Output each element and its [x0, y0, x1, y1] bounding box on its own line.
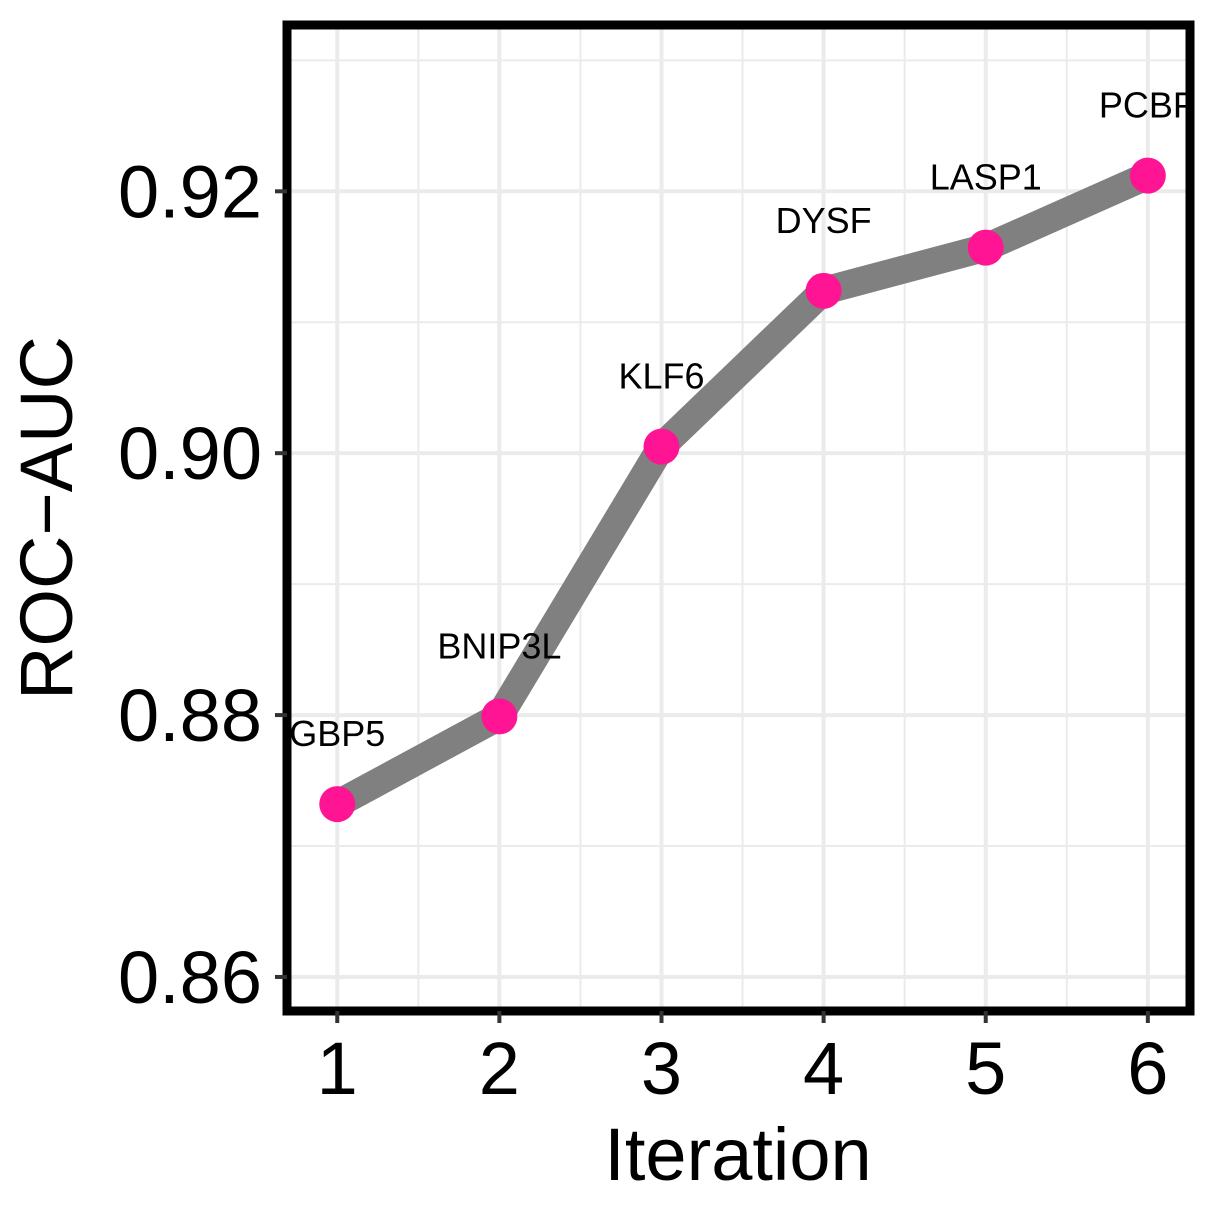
- point-labels: GBP5 BNIP3L KLF6 DYSF LASP1 PCBP: [289, 85, 1197, 755]
- x-axis-ticks: 1 2 3 4 5 6: [317, 1011, 1168, 1110]
- x-tick-label: 1: [317, 1027, 358, 1110]
- panel-background: [287, 25, 1190, 1011]
- point-label: BNIP3L: [437, 625, 561, 666]
- point-label: LASP1: [930, 157, 1042, 198]
- x-tick-label: 5: [965, 1027, 1006, 1110]
- y-tick-label: 0.92: [118, 150, 262, 233]
- x-tick-label: 2: [479, 1027, 520, 1110]
- point-label: DYSF: [776, 200, 872, 241]
- series-line-group: [330, 162, 1154, 817]
- data-point: [481, 698, 518, 735]
- y-tick-label: 0.90: [118, 412, 262, 495]
- data-point: [805, 272, 842, 309]
- point-label: GBP5: [289, 713, 385, 754]
- x-tick-label: 3: [641, 1027, 682, 1110]
- y-axis-ticks: 0.86 0.88 0.90 0.92: [118, 150, 287, 1019]
- y-tick-label: 0.88: [118, 674, 262, 757]
- panel-border: [282, 20, 1195, 1016]
- x-tick-label: 4: [803, 1027, 844, 1110]
- data-point: [643, 428, 680, 465]
- x-tick-label: 6: [1127, 1027, 1168, 1110]
- x-axis-title: Iteration: [604, 1113, 871, 1196]
- series-line: [330, 162, 1154, 817]
- data-point: [319, 786, 356, 823]
- data-points: [319, 157, 1166, 823]
- gridlines: [287, 25, 1190, 1011]
- y-tick-label: 0.86: [118, 936, 262, 1019]
- point-label: KLF6: [618, 356, 704, 397]
- data-point: [1129, 157, 1166, 194]
- y-axis-title: ROC−AUC: [5, 336, 88, 700]
- point-label: PCBP: [1099, 85, 1197, 126]
- data-point: [967, 229, 1004, 266]
